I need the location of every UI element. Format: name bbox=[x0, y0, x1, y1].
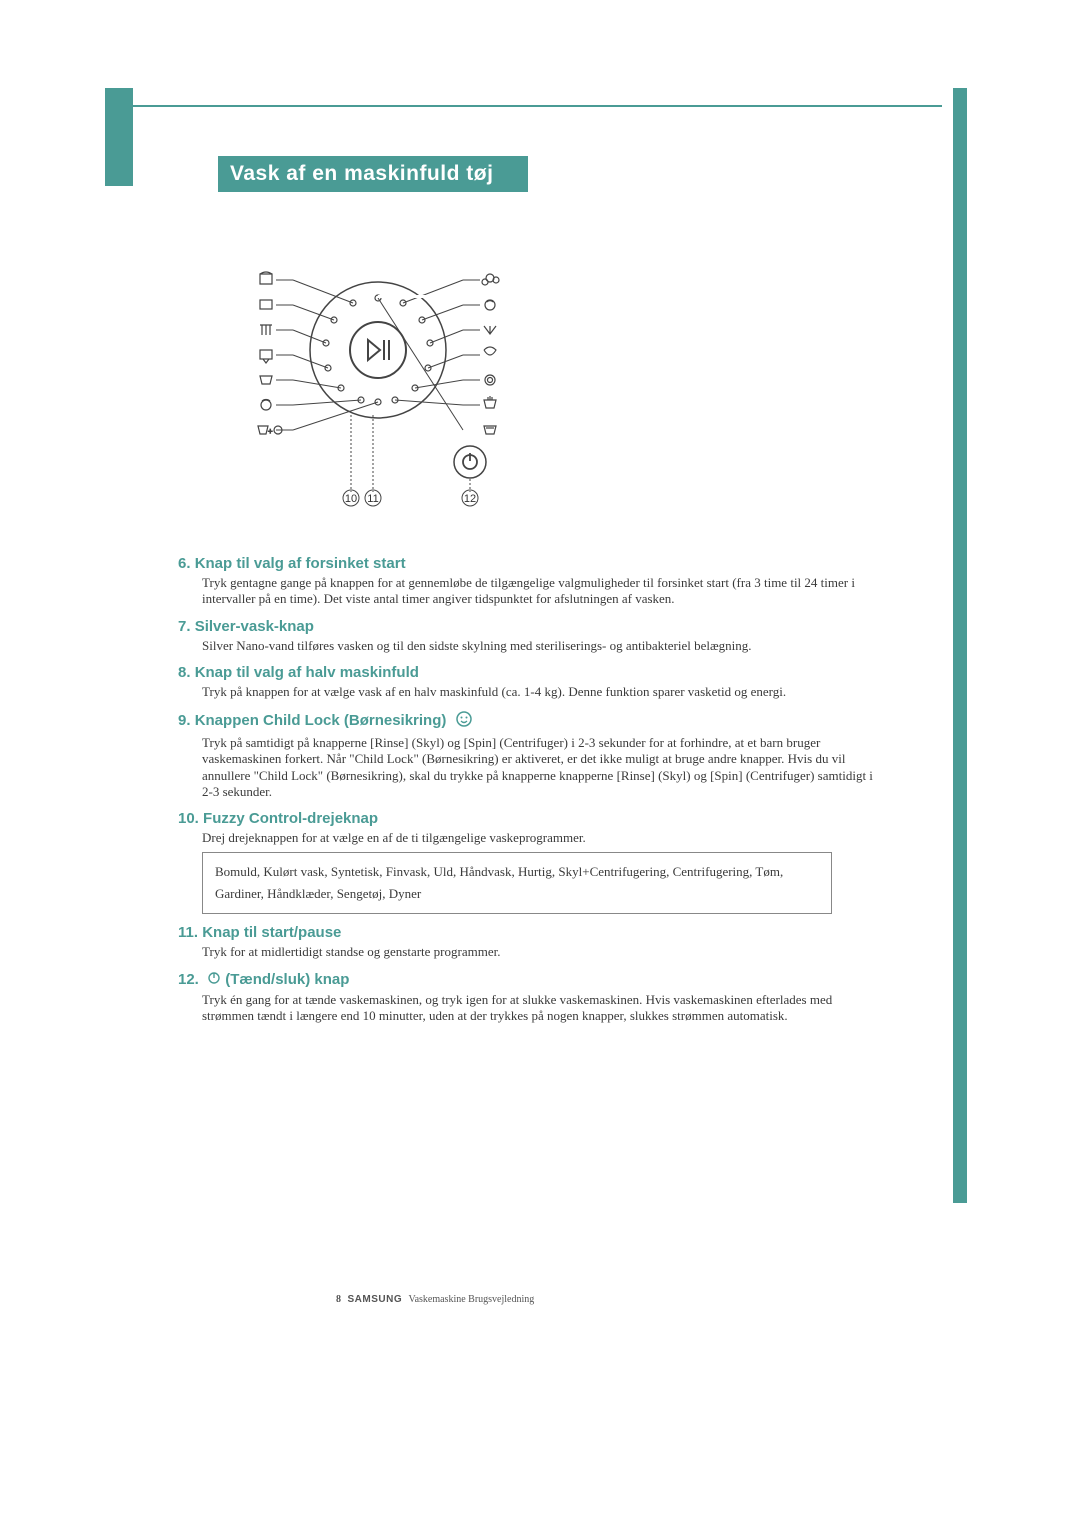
power-small-icon bbox=[207, 971, 221, 989]
callout-10: 10 bbox=[345, 493, 357, 505]
section-10-body: Drej drejeknappen for at vælge en af de … bbox=[202, 830, 878, 846]
content-area: + 1 bbox=[178, 220, 878, 1032]
section-12-heading: 12. (Tænd/sluk) knap bbox=[178, 971, 878, 989]
decorative-teal-side bbox=[953, 88, 967, 1203]
section-9-body: Tryk på samtidigt på knapperne [Rinse] (… bbox=[202, 735, 878, 800]
section-6-heading: 6. Knap til valg af forsinket start bbox=[178, 555, 878, 572]
control-dial-diagram: + 1 bbox=[238, 240, 518, 510]
section-11-heading: 11. Knap til start/pause bbox=[178, 924, 878, 941]
section-7-heading: 7. Silver-vask-knap bbox=[178, 618, 878, 635]
child-lock-icon bbox=[455, 710, 473, 732]
page-title: Vask af en maskinfuld tøj bbox=[218, 156, 528, 192]
callout-12: 12 bbox=[464, 493, 476, 505]
section-9-heading: 9. Knappen Child Lock (Børnesikring) bbox=[178, 710, 878, 732]
footer-brand: SAMSUNG bbox=[348, 1294, 403, 1305]
section-12-body: Tryk én gang for at tænde vaskemaskinen,… bbox=[202, 992, 878, 1025]
frame-line-left bbox=[122, 105, 124, 165]
program-list-box: Bomuld, Kulørt vask, Syntetisk, Finvask,… bbox=[202, 852, 832, 914]
callout-11: 11 bbox=[367, 493, 378, 505]
section-11-body: Tryk for at midlertidigt standse og gens… bbox=[202, 944, 878, 960]
svg-text:+: + bbox=[268, 427, 273, 436]
section-8-heading: 8. Knap til valg af halv maskinfuld bbox=[178, 664, 878, 681]
page-number: 8 bbox=[336, 1294, 341, 1305]
footer-text: Vaskemaskine Brugsvejledning bbox=[408, 1294, 534, 1305]
section-10-heading: 10. Fuzzy Control-drejeknap bbox=[178, 810, 878, 827]
section-8-body: Tryk på knappen for at vælge vask af en … bbox=[202, 684, 878, 700]
section-6-body: Tryk gentagne gange på knappen for at ge… bbox=[202, 575, 878, 608]
section-7-body: Silver Nano-vand tilføres vasken og til … bbox=[202, 638, 878, 654]
page-footer: 8 SAMSUNG Vaskemaskine Brugsvejledning bbox=[336, 1294, 534, 1305]
